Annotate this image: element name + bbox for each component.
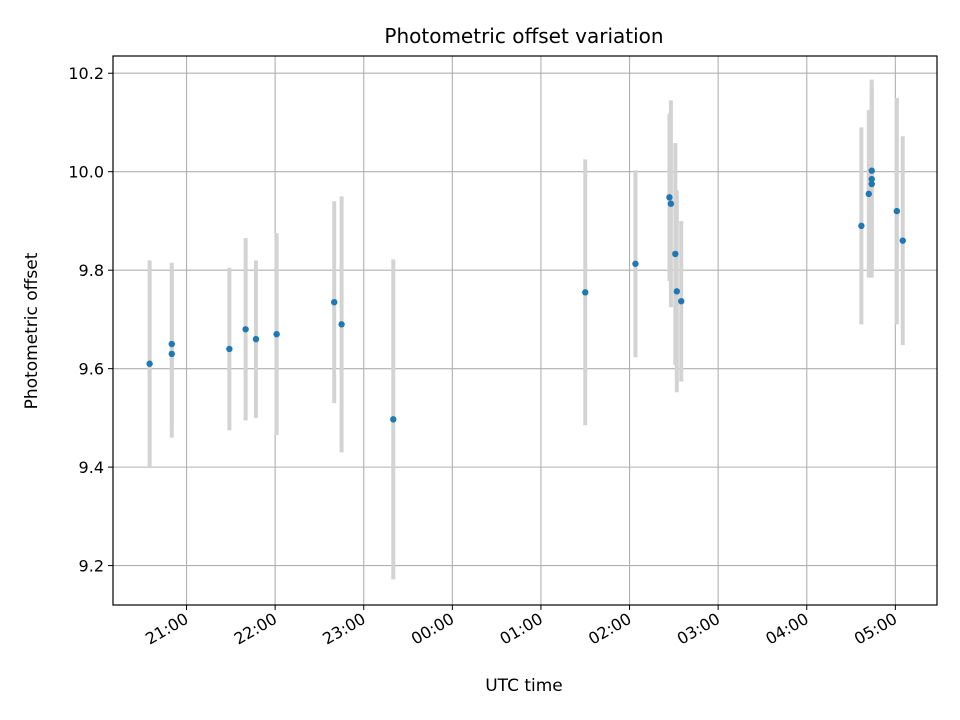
data-point — [632, 260, 639, 267]
data-point — [865, 190, 872, 198]
y-tick-label: 9.6 — [79, 360, 104, 379]
data-points — [146, 167, 906, 423]
data-point — [252, 335, 260, 343]
y-axis-ticks: 9.2 9.4 9.6 9.8 10.0 10.2 — [68, 64, 113, 576]
x-axis-label: UTC time — [485, 676, 563, 696]
data-point — [868, 180, 875, 188]
data-point — [146, 360, 153, 367]
data-point — [582, 289, 589, 296]
y-tick-label: 9.4 — [79, 458, 104, 477]
data-point — [666, 194, 673, 201]
grid-lines — [113, 56, 937, 605]
y-tick-label: 9.2 — [79, 557, 104, 576]
data-point — [868, 167, 875, 174]
y-tick-label: 10.0 — [68, 163, 104, 182]
data-point — [858, 222, 865, 230]
chart-title: Photometric offset variation — [384, 24, 663, 48]
data-point — [168, 340, 175, 348]
data-point — [273, 330, 280, 338]
data-point — [338, 321, 345, 328]
data-point — [673, 288, 681, 295]
data-point — [868, 175, 875, 183]
data-point — [331, 298, 338, 306]
y-tick-label: 9.8 — [79, 261, 104, 280]
plot-frame — [112, 55, 938, 606]
data-point — [390, 416, 397, 423]
data-point — [168, 350, 175, 358]
data-point — [226, 345, 233, 353]
data-point — [899, 237, 906, 244]
data-point — [242, 326, 249, 333]
data-point — [667, 200, 675, 207]
data-point — [672, 250, 679, 258]
data-point — [678, 298, 685, 305]
y-axis-label: Photometric offset — [22, 252, 42, 409]
y-tick-label: 10.2 — [68, 64, 104, 83]
data-point — [893, 207, 901, 215]
